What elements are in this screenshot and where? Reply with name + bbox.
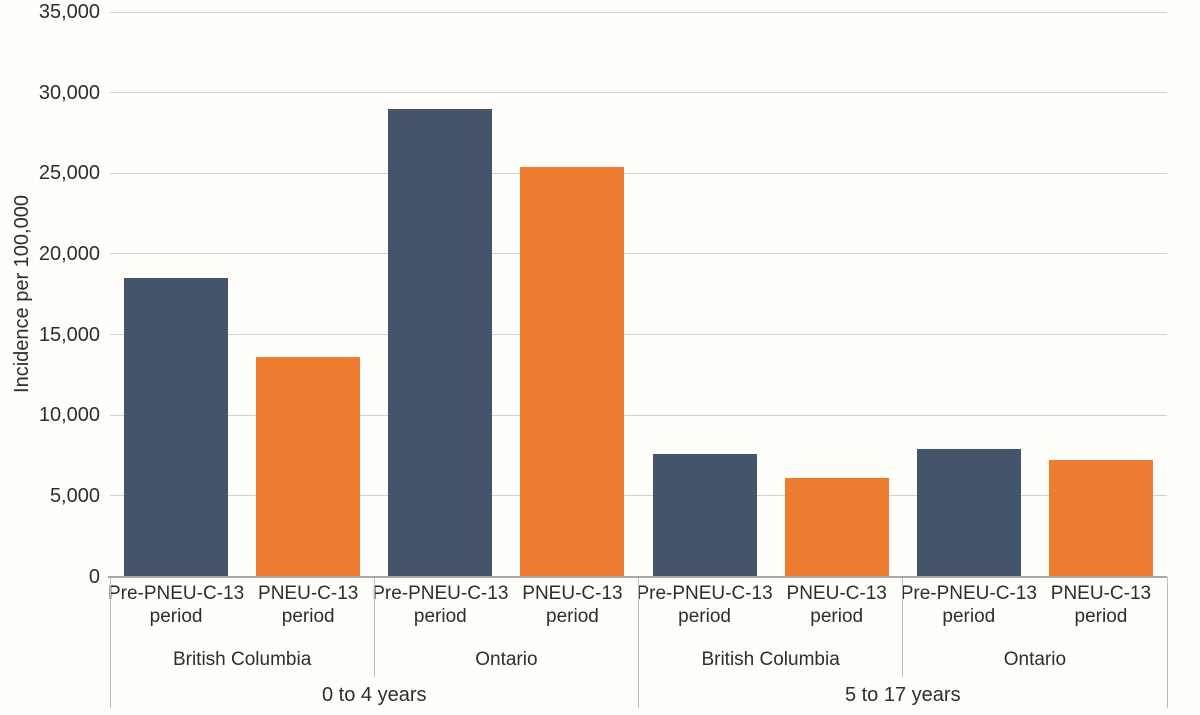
bar-category-label-line: PNEU-C-13 bbox=[258, 583, 359, 604]
bar-category-label: Pre-PNEU-C-13 period bbox=[90, 582, 262, 628]
bar-pre-pneu-c-13 bbox=[652, 453, 757, 577]
bar-pneu-c-13 bbox=[520, 166, 625, 577]
category-border bbox=[1166, 577, 1168, 708]
bar-category-label-line: period bbox=[281, 606, 335, 627]
y-gridline bbox=[110, 11, 1167, 13]
province-label: Ontario bbox=[475, 649, 538, 670]
category-border bbox=[373, 577, 375, 677]
bar-category-label-line: Pre-PNEU-C-13 bbox=[372, 583, 509, 604]
bar-category-label-line: period bbox=[413, 606, 467, 627]
y-axis-tick-label: 35,000 bbox=[38, 1, 100, 23]
y-axis-tick-label: 25,000 bbox=[38, 162, 100, 185]
province-label: British Columbia bbox=[701, 649, 840, 670]
y-axis-tick-label: 10,000 bbox=[38, 404, 100, 427]
bar-category-label-line: period bbox=[546, 606, 599, 627]
y-gridline bbox=[110, 92, 1167, 94]
y-axis-tick-label: 15,000 bbox=[38, 323, 100, 346]
y-axis-tick-label: 20,000 bbox=[38, 242, 100, 265]
y-axis-tick-label: 5,000 bbox=[49, 484, 100, 507]
category-border bbox=[109, 577, 111, 708]
bar-pneu-c-13 bbox=[256, 357, 361, 577]
bar-category-label: Pre-PNEU-C-13 period bbox=[883, 582, 1055, 628]
bar-category-label: PNEU-C-13 period bbox=[222, 582, 394, 628]
bar-category-label-line: Pre-PNEU-C-13 bbox=[636, 583, 773, 604]
y-gridline bbox=[110, 334, 1167, 336]
bar-category-label-line: PNEU-C-13 bbox=[786, 583, 887, 604]
bar-category-label: Pre-PNEU-C-13 period bbox=[619, 582, 791, 628]
bar-pre-pneu-c-13 bbox=[916, 449, 1021, 577]
category-border bbox=[902, 577, 904, 677]
bar-category-label-line: Pre-PNEU-C-13 bbox=[107, 583, 245, 604]
bar-category-label: Pre-PNEU-C-13 period bbox=[354, 582, 526, 628]
age-group-label: 0 to 4 years bbox=[321, 684, 427, 706]
bar-category-label-line: PNEU-C-13 bbox=[522, 583, 623, 604]
bar-category-label-line: PNEU-C-13 bbox=[1050, 583, 1152, 604]
bar-category-label-line: period bbox=[1074, 606, 1128, 627]
bar-pre-pneu-c-13 bbox=[124, 278, 229, 577]
y-axis-tick-label: 0 bbox=[88, 565, 100, 588]
bar-category-label: PNEU-C-13 period bbox=[1015, 582, 1187, 628]
y-gridline bbox=[110, 414, 1167, 416]
bar-pre-pneu-c-13 bbox=[388, 108, 493, 577]
category-border bbox=[638, 577, 639, 708]
province-label: Ontario bbox=[1003, 649, 1067, 670]
y-gridline bbox=[110, 253, 1167, 255]
province-label: British Columbia bbox=[172, 649, 312, 670]
y-gridline bbox=[110, 172, 1167, 174]
bar-pneu-c-13 bbox=[784, 478, 889, 577]
bar-category-label: PNEU-C-13 period bbox=[751, 582, 923, 628]
y-axis-title: Incidence per 100,000 bbox=[11, 195, 33, 393]
bar-category-label-line: period bbox=[810, 606, 864, 627]
y-gridline bbox=[110, 495, 1167, 497]
bar-category-label-line: period bbox=[149, 606, 203, 627]
bar-pneu-c-13 bbox=[1048, 460, 1153, 577]
bar-category-label-line: Pre-PNEU-C-13 bbox=[900, 583, 1037, 604]
y-axis-tick-label: 30,000 bbox=[38, 81, 100, 104]
x-axis-line bbox=[108, 575, 1167, 578]
age-group-label: 5 to 17 years bbox=[844, 684, 961, 706]
bar-category-label-line: period bbox=[942, 606, 996, 627]
bar-category-label: PNEU-C-13 period bbox=[486, 582, 658, 628]
bar-category-label-line: period bbox=[678, 606, 731, 627]
